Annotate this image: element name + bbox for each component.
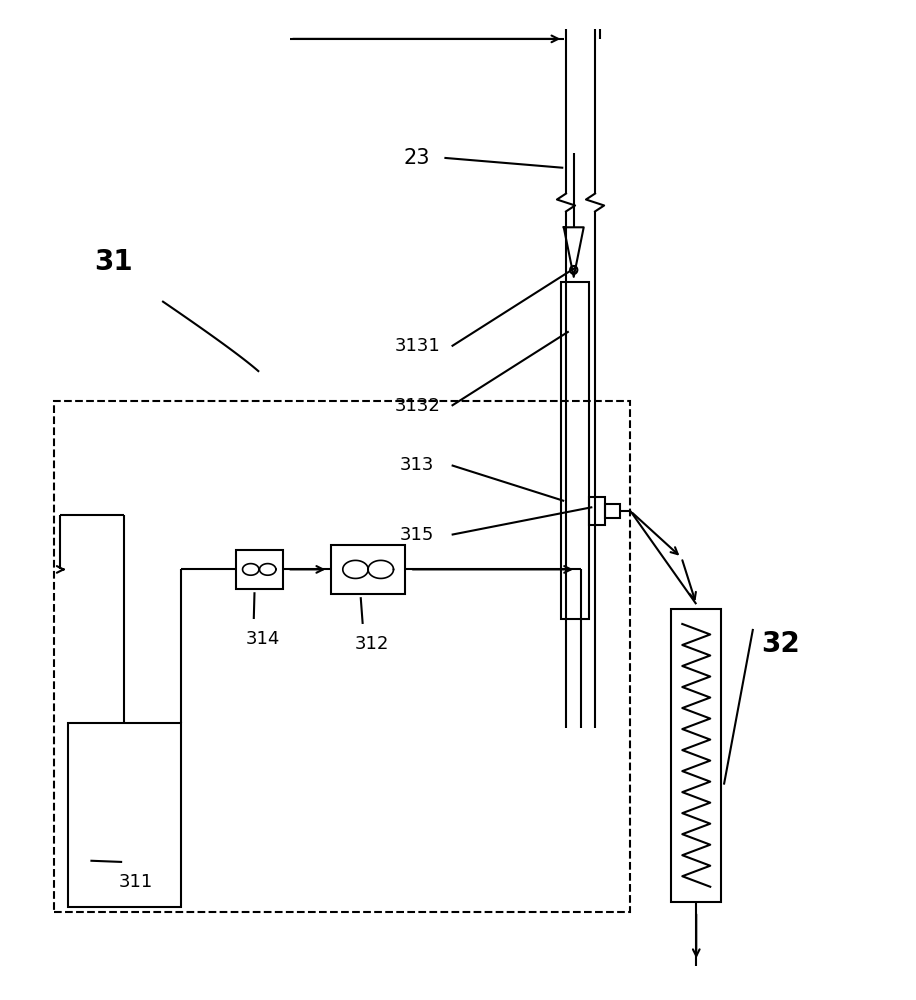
Bar <box>562 282 589 619</box>
Bar <box>331 545 406 594</box>
Bar <box>671 609 721 902</box>
Text: 3132: 3132 <box>394 397 440 415</box>
Text: 314: 314 <box>245 630 280 648</box>
Text: 31: 31 <box>93 248 133 276</box>
Text: 32: 32 <box>761 630 800 658</box>
Bar <box>605 504 619 518</box>
Text: 313: 313 <box>400 456 434 474</box>
Bar <box>589 497 605 525</box>
Text: 311: 311 <box>119 873 153 891</box>
Text: 312: 312 <box>354 635 389 653</box>
Bar <box>68 723 181 907</box>
Text: 23: 23 <box>404 148 431 168</box>
Text: 3131: 3131 <box>394 337 440 355</box>
Text: 315: 315 <box>400 526 434 544</box>
Bar <box>235 550 283 589</box>
Bar <box>54 401 630 912</box>
